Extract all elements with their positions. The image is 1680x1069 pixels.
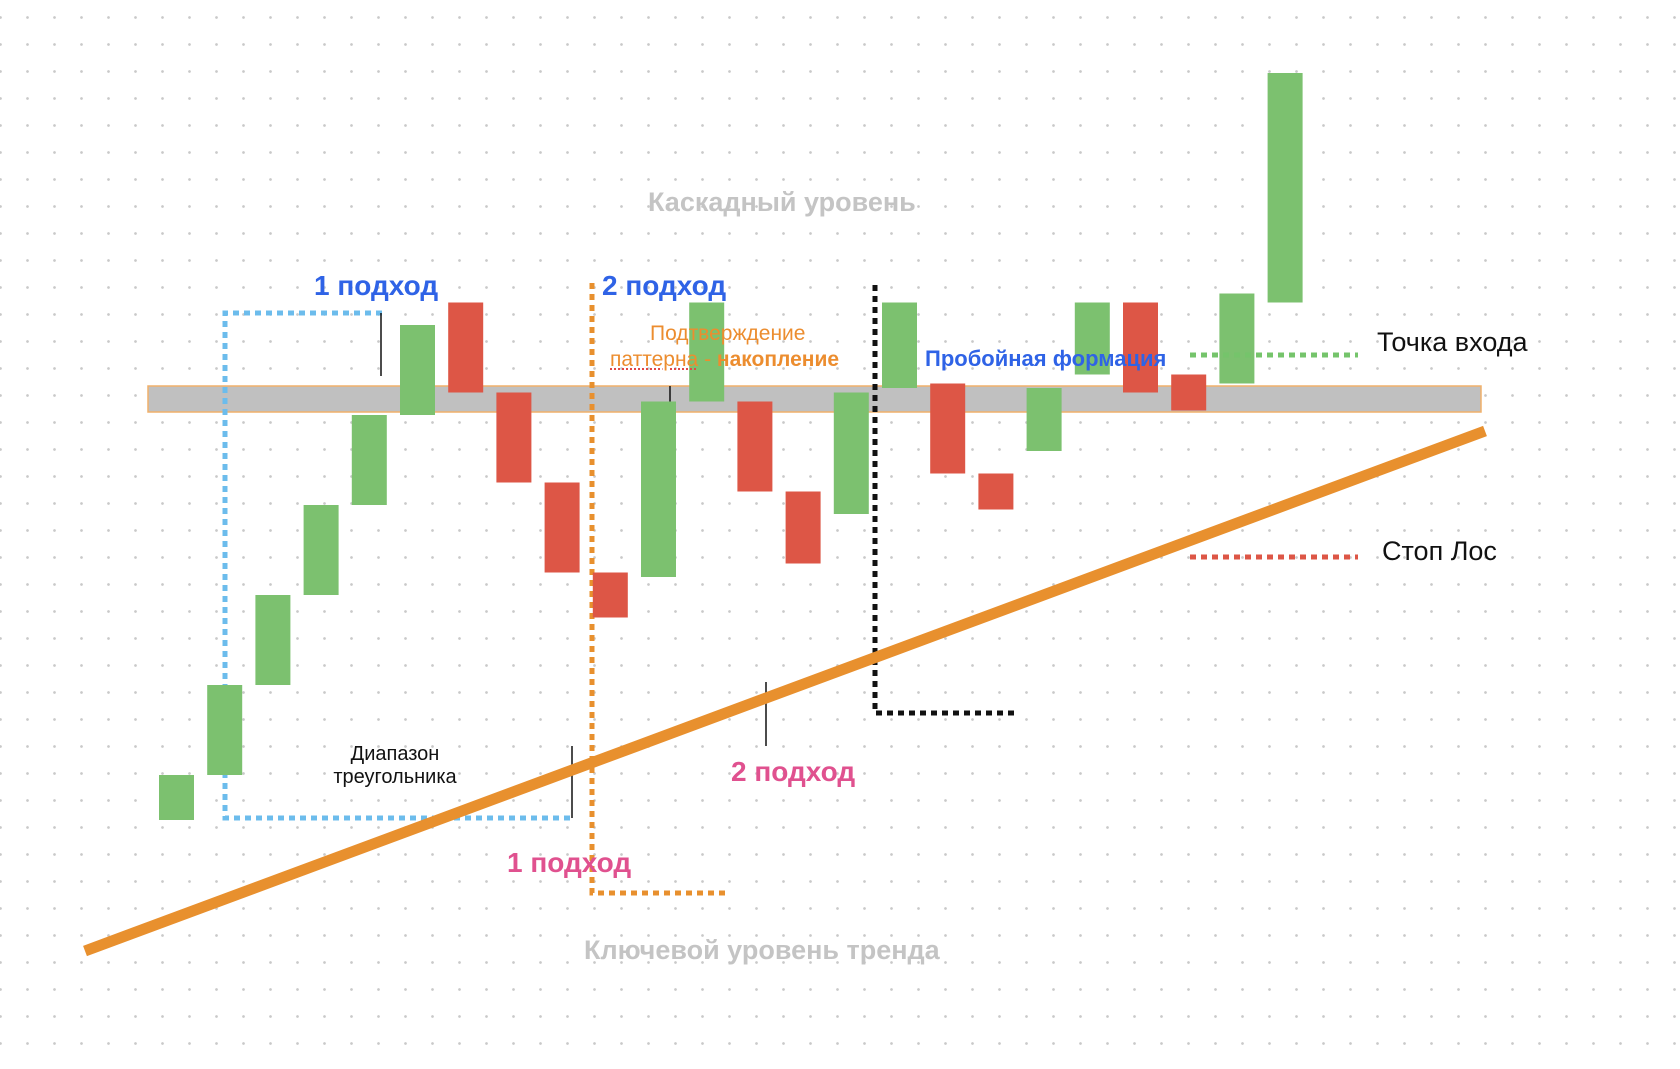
candle-bearish bbox=[978, 473, 1014, 510]
entry-point-label: Точка входа bbox=[1377, 327, 1528, 357]
confirmation-word: паттерна bbox=[610, 348, 699, 371]
confirmation-marker-line bbox=[589, 283, 730, 896]
candle-bullish bbox=[641, 401, 676, 577]
candle-bearish bbox=[544, 482, 580, 573]
cascade-level-label: Каскадный уровень bbox=[648, 187, 916, 217]
candle-bearish bbox=[1171, 374, 1207, 411]
approach-top-1-label: 1 подход bbox=[314, 270, 439, 301]
candle-bullish bbox=[255, 595, 291, 685]
approach-bottom-1-label: 1 подход bbox=[507, 847, 632, 878]
candlesticks bbox=[159, 73, 1303, 820]
candle-bullish bbox=[351, 415, 387, 505]
approach-top-2-label: 2 подход bbox=[602, 270, 727, 301]
triangle-range-box bbox=[222, 310, 570, 821]
key-trend-level-label: Ключевой уровень тренда bbox=[584, 935, 940, 965]
candle-bearish bbox=[737, 401, 773, 492]
candle-bullish bbox=[882, 302, 917, 388]
trend-line bbox=[83, 425, 1487, 957]
confirmation-strong: накопление bbox=[716, 348, 840, 371]
candle-bullish bbox=[400, 325, 435, 415]
candle-bearish bbox=[592, 572, 628, 618]
candle-bullish bbox=[833, 392, 869, 514]
candle-bearish bbox=[785, 491, 821, 564]
confirmation-dash: - bbox=[698, 348, 717, 371]
candle-bullish bbox=[689, 302, 725, 402]
candle-bearish bbox=[930, 383, 966, 474]
confirmation-label-line2: паттерна - накопление bbox=[610, 348, 839, 372]
breakout-formation-label: Пробойная формация bbox=[925, 346, 1167, 371]
candle-bullish bbox=[1074, 302, 1110, 375]
candle-bullish bbox=[303, 505, 339, 595]
triangle-range-label: Диапазон треугольника bbox=[325, 743, 465, 789]
candle-bullish bbox=[1267, 73, 1303, 303]
triangle-range-line2: треугольника bbox=[333, 766, 457, 788]
candle-bearish bbox=[448, 302, 484, 393]
candle-bearish bbox=[496, 392, 532, 483]
candle-bullish bbox=[1026, 388, 1062, 451]
confirmation-label-line1: Подтверждение bbox=[650, 322, 806, 345]
resistance-band bbox=[147, 385, 1482, 413]
triangle-range-line1: Диапазон bbox=[350, 743, 440, 765]
approach-bottom-2-label: 2 подход bbox=[731, 756, 856, 787]
candle-bullish bbox=[159, 775, 194, 820]
candle-bullish bbox=[207, 685, 243, 775]
candle-bearish bbox=[1123, 302, 1158, 393]
stop-loss-label: Стоп Лос bbox=[1382, 536, 1497, 566]
candle-bullish bbox=[1219, 293, 1255, 384]
breakout-marker-line bbox=[872, 285, 1015, 716]
